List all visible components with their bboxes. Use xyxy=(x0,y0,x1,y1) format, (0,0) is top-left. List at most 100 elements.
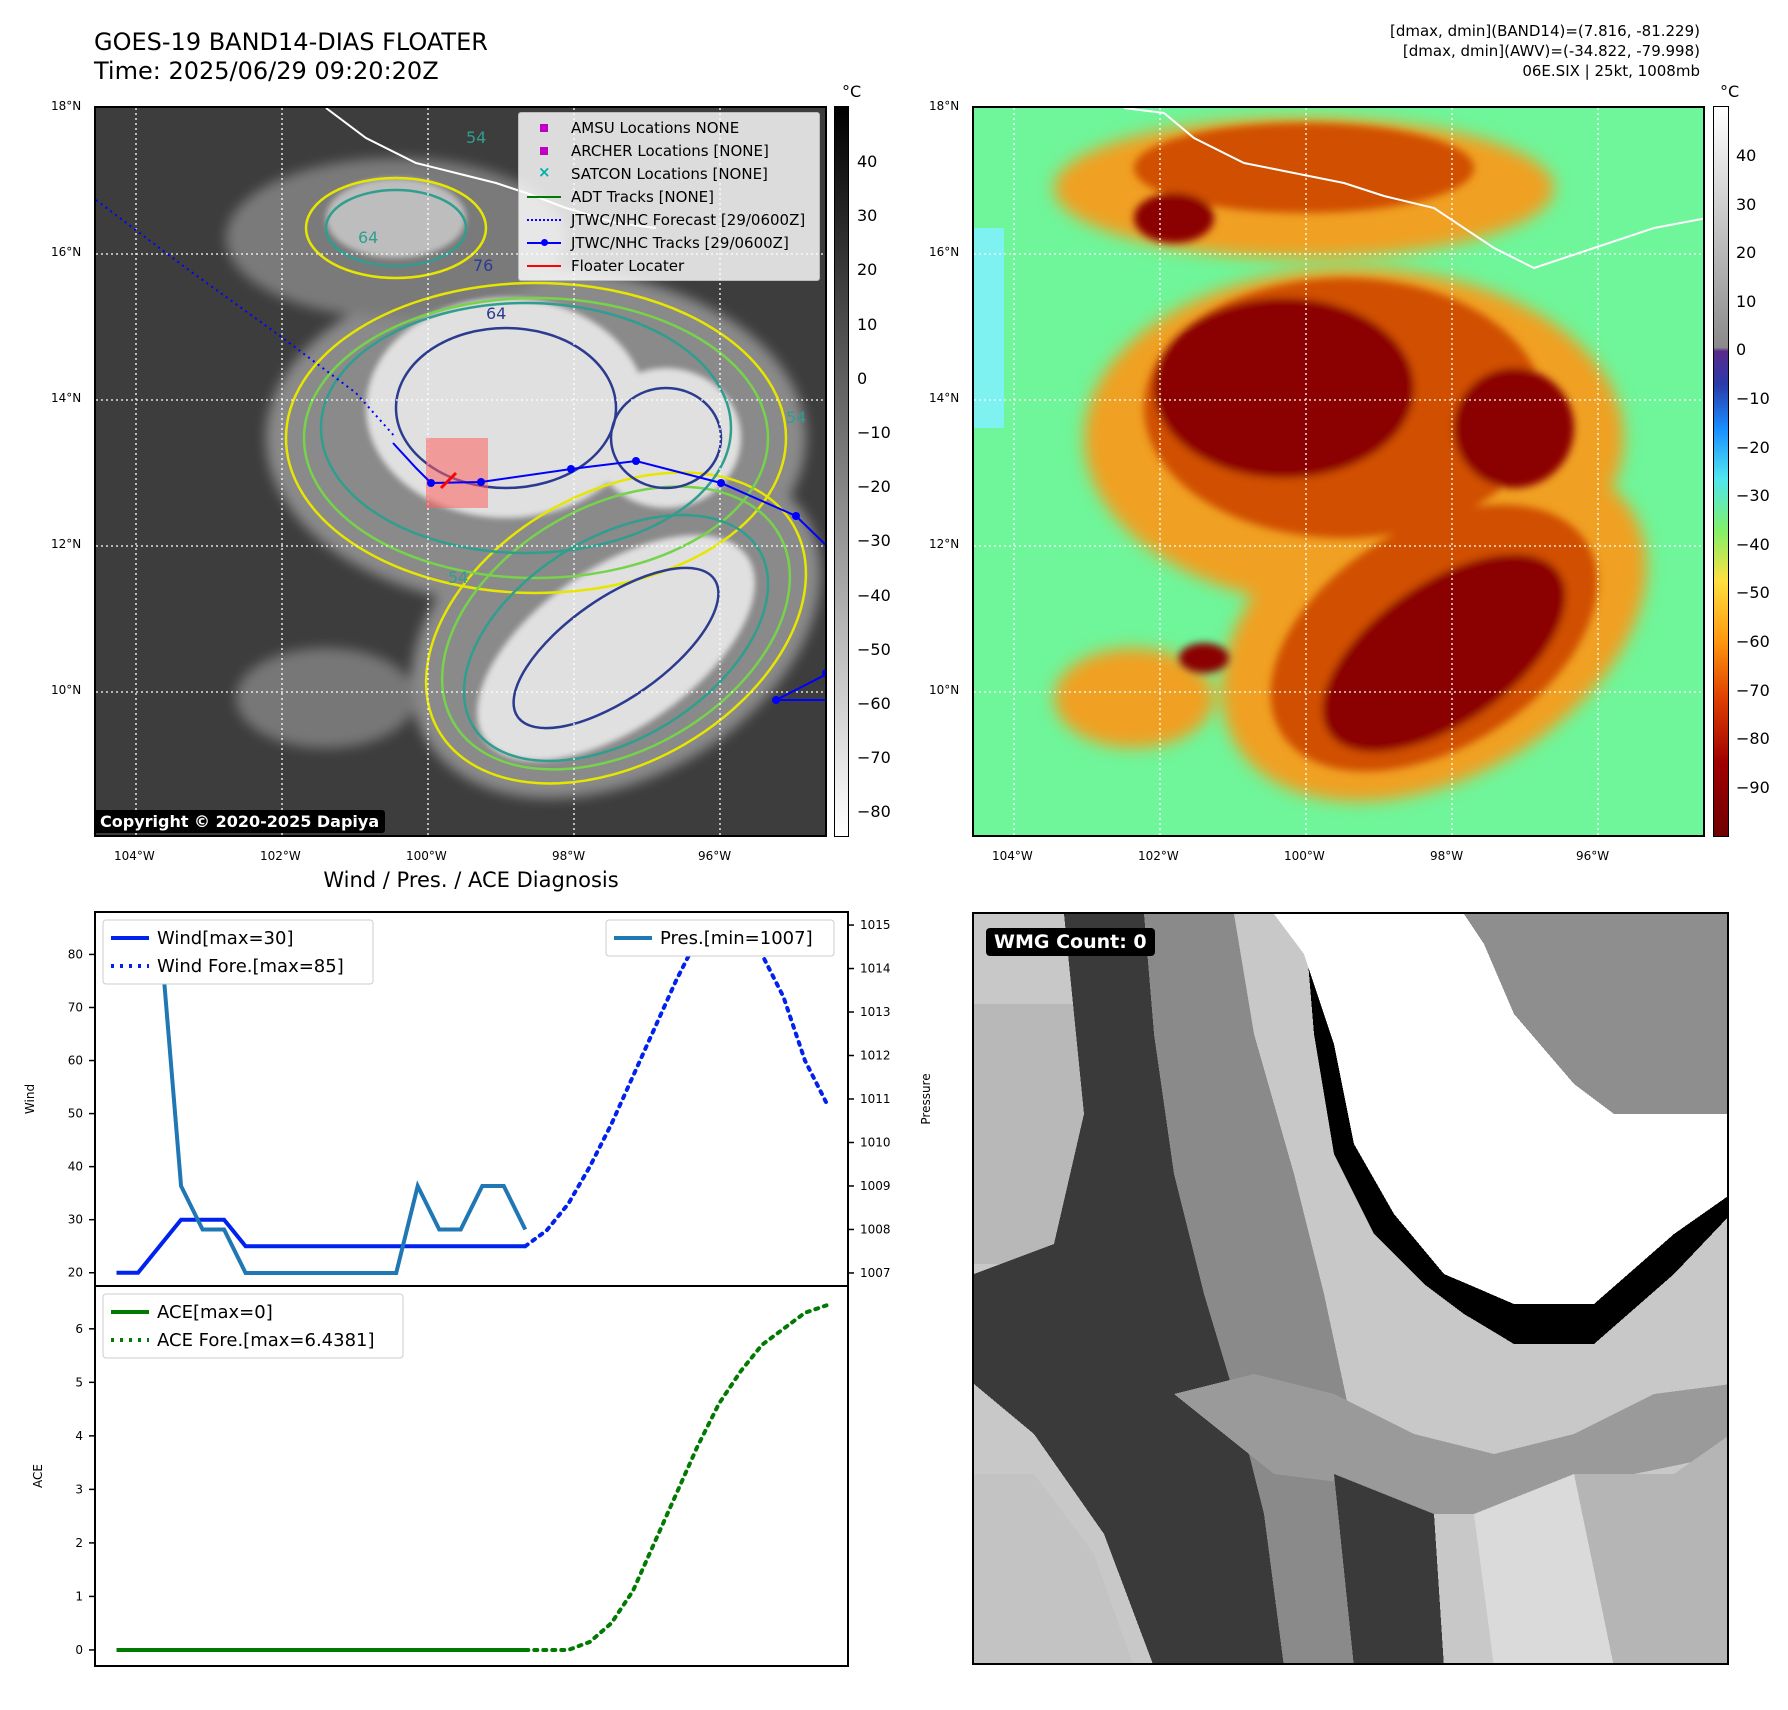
lon-label: 98°W xyxy=(552,849,586,863)
left-colorbar-unit: °C xyxy=(842,82,862,101)
legend-swatch xyxy=(527,122,561,134)
pressure-tick-label: 1013 xyxy=(860,1005,891,1019)
legend-swatch xyxy=(527,260,561,272)
colorbar-tick: −90 xyxy=(1736,777,1770,797)
copyright-label: Copyright © 2020-2025 Dapiya xyxy=(96,810,386,833)
legend-label: ARCHER Locations [NONE] xyxy=(571,141,769,160)
legend-text: Pres.[min=1007] xyxy=(660,928,813,949)
ir-grayscale-map: 64 54 76 64 54 54 AMSU Locations NONE ARC… xyxy=(94,106,827,837)
wind-tick-label: 40 xyxy=(68,1160,83,1174)
right-colorbar xyxy=(1713,106,1729,837)
colorbar-tick: −80 xyxy=(1736,729,1770,749)
lat-label: 10°N xyxy=(929,683,960,697)
legend-label: Floater Locater xyxy=(571,256,685,275)
ace-axis-label: ACE xyxy=(31,1464,45,1488)
wind-axis-label: Wind xyxy=(23,1084,37,1114)
colorbar-tick: −80 xyxy=(857,802,891,822)
info-line3: 06E.SIX | 25kt, 1008mb xyxy=(1522,62,1700,80)
legend-label: JTWC/NHC Tracks [29/0600Z] xyxy=(571,233,789,252)
colorbar-tick: 30 xyxy=(1736,194,1757,214)
colorbar-tick: 10 xyxy=(1736,291,1757,311)
wmg-panel: WMG Count: 0 xyxy=(972,912,1729,1665)
lat-label: 12°N xyxy=(51,537,82,551)
pressure-tick-label: 1011 xyxy=(860,1092,891,1106)
pressure-tick-label: 1010 xyxy=(860,1135,891,1149)
legend-text: ACE Fore.[max=6.4381] xyxy=(157,1330,375,1351)
legend-item: Floater Locater xyxy=(519,254,819,277)
colorbar-tick: −50 xyxy=(857,639,891,659)
colorbar-tick: −20 xyxy=(1736,437,1770,457)
lat-label: 18°N xyxy=(929,99,960,113)
legend-label: AMSU Locations NONE xyxy=(571,118,740,137)
lon-label: 98°W xyxy=(1430,849,1464,863)
lon-label: 104°W xyxy=(114,849,155,863)
colorbar-tick: −10 xyxy=(857,423,891,442)
contour-label: 64 xyxy=(358,228,379,247)
legend-swatch: × xyxy=(538,162,551,181)
wind-tick-label: 70 xyxy=(68,1000,83,1014)
ace-tick-label: 3 xyxy=(75,1482,83,1496)
lat-label: 14°N xyxy=(929,391,960,405)
colorbar-tick: −40 xyxy=(857,585,891,605)
wind-tick-label: 30 xyxy=(68,1213,83,1227)
ace-tick-label: 6 xyxy=(75,1322,83,1336)
colorbar-tick: 10 xyxy=(857,314,878,334)
ir-map-canvas xyxy=(96,108,825,835)
wmg-canvas xyxy=(974,914,1727,1663)
ace-legend xyxy=(102,1293,404,1359)
lon-label: 100°W xyxy=(406,849,447,863)
ace-panel xyxy=(94,1285,849,1667)
pressure-tick-label: 1009 xyxy=(860,1179,891,1193)
lat-label: 18°N xyxy=(51,99,82,113)
lat-label: 16°N xyxy=(929,245,960,259)
ace-tick-label: 4 xyxy=(75,1429,83,1443)
contour-label: 54 xyxy=(786,408,807,427)
left-colorbar xyxy=(834,106,849,837)
lon-label: 102°W xyxy=(1138,849,1179,863)
pressure-tick-label: 1015 xyxy=(860,918,891,932)
pressure-tick-label: 1012 xyxy=(860,1049,891,1063)
legend-item: AMSU Locations NONE xyxy=(519,116,819,139)
legend-swatch xyxy=(527,214,561,226)
legend-label: JTWC/NHC Forecast [29/0600Z] xyxy=(571,210,806,229)
colorbar-tick: −30 xyxy=(1736,486,1770,506)
contour-label: 64 xyxy=(486,304,507,323)
contour-label: 54 xyxy=(466,128,487,147)
wmg-count-label: WMG Count: 0 xyxy=(986,928,1155,956)
colorbar-tick: 40 xyxy=(1736,146,1757,165)
colorbar-tick: 20 xyxy=(857,260,878,280)
series-line-2 xyxy=(116,923,528,1275)
wind-tick-label: 60 xyxy=(68,1054,83,1068)
lon-label: 96°W xyxy=(1576,849,1610,863)
ace-tick-label: 1 xyxy=(75,1589,83,1603)
lon-label: 100°W xyxy=(1284,849,1325,863)
lon-label: 104°W xyxy=(992,849,1033,863)
contour-label: 54 xyxy=(448,568,469,587)
lat-label: 14°N xyxy=(51,391,82,405)
lat-label: 16°N xyxy=(51,245,82,259)
colorbar-tick: −10 xyxy=(1736,389,1770,408)
title-line2: Time: 2025/06/29 09:20:20Z xyxy=(94,57,439,85)
wind-tick-label: 50 xyxy=(68,1107,83,1121)
right-colorbar-unit: °C xyxy=(1720,82,1740,101)
legend-item: JTWC/NHC Tracks [29/0600Z] xyxy=(519,231,819,254)
colorbar-tick: 20 xyxy=(1736,243,1757,263)
colorbar-tick: 0 xyxy=(1736,340,1747,360)
contour-label: 76 xyxy=(473,256,494,275)
colorbar-tick: −70 xyxy=(857,748,891,768)
title-line1: GOES-19 BAND14-DIAS FLOATER xyxy=(94,28,488,56)
ace-tick-label: 2 xyxy=(75,1536,83,1550)
colorbar-tick: 40 xyxy=(857,152,878,171)
lat-label: 12°N xyxy=(929,537,960,551)
colorbar-tick: −20 xyxy=(857,477,891,497)
ace-tick-label: 5 xyxy=(75,1375,83,1389)
ir-color-map xyxy=(972,106,1705,837)
pressure-axis-label: Pressure xyxy=(919,1073,933,1124)
legend-swatch xyxy=(527,191,561,203)
series-line-0 xyxy=(116,1217,526,1275)
colorbar-tick: −50 xyxy=(1736,583,1770,603)
diagnosis-title: Wind / Pres. / ACE Diagnosis xyxy=(323,868,619,892)
ir-color-map-canvas xyxy=(974,108,1703,835)
info-line1: [dmax, dmin](BAND14)=(7.816, -81.229) xyxy=(1389,22,1700,40)
legend-item: ARCHER Locations [NONE] xyxy=(519,139,819,162)
